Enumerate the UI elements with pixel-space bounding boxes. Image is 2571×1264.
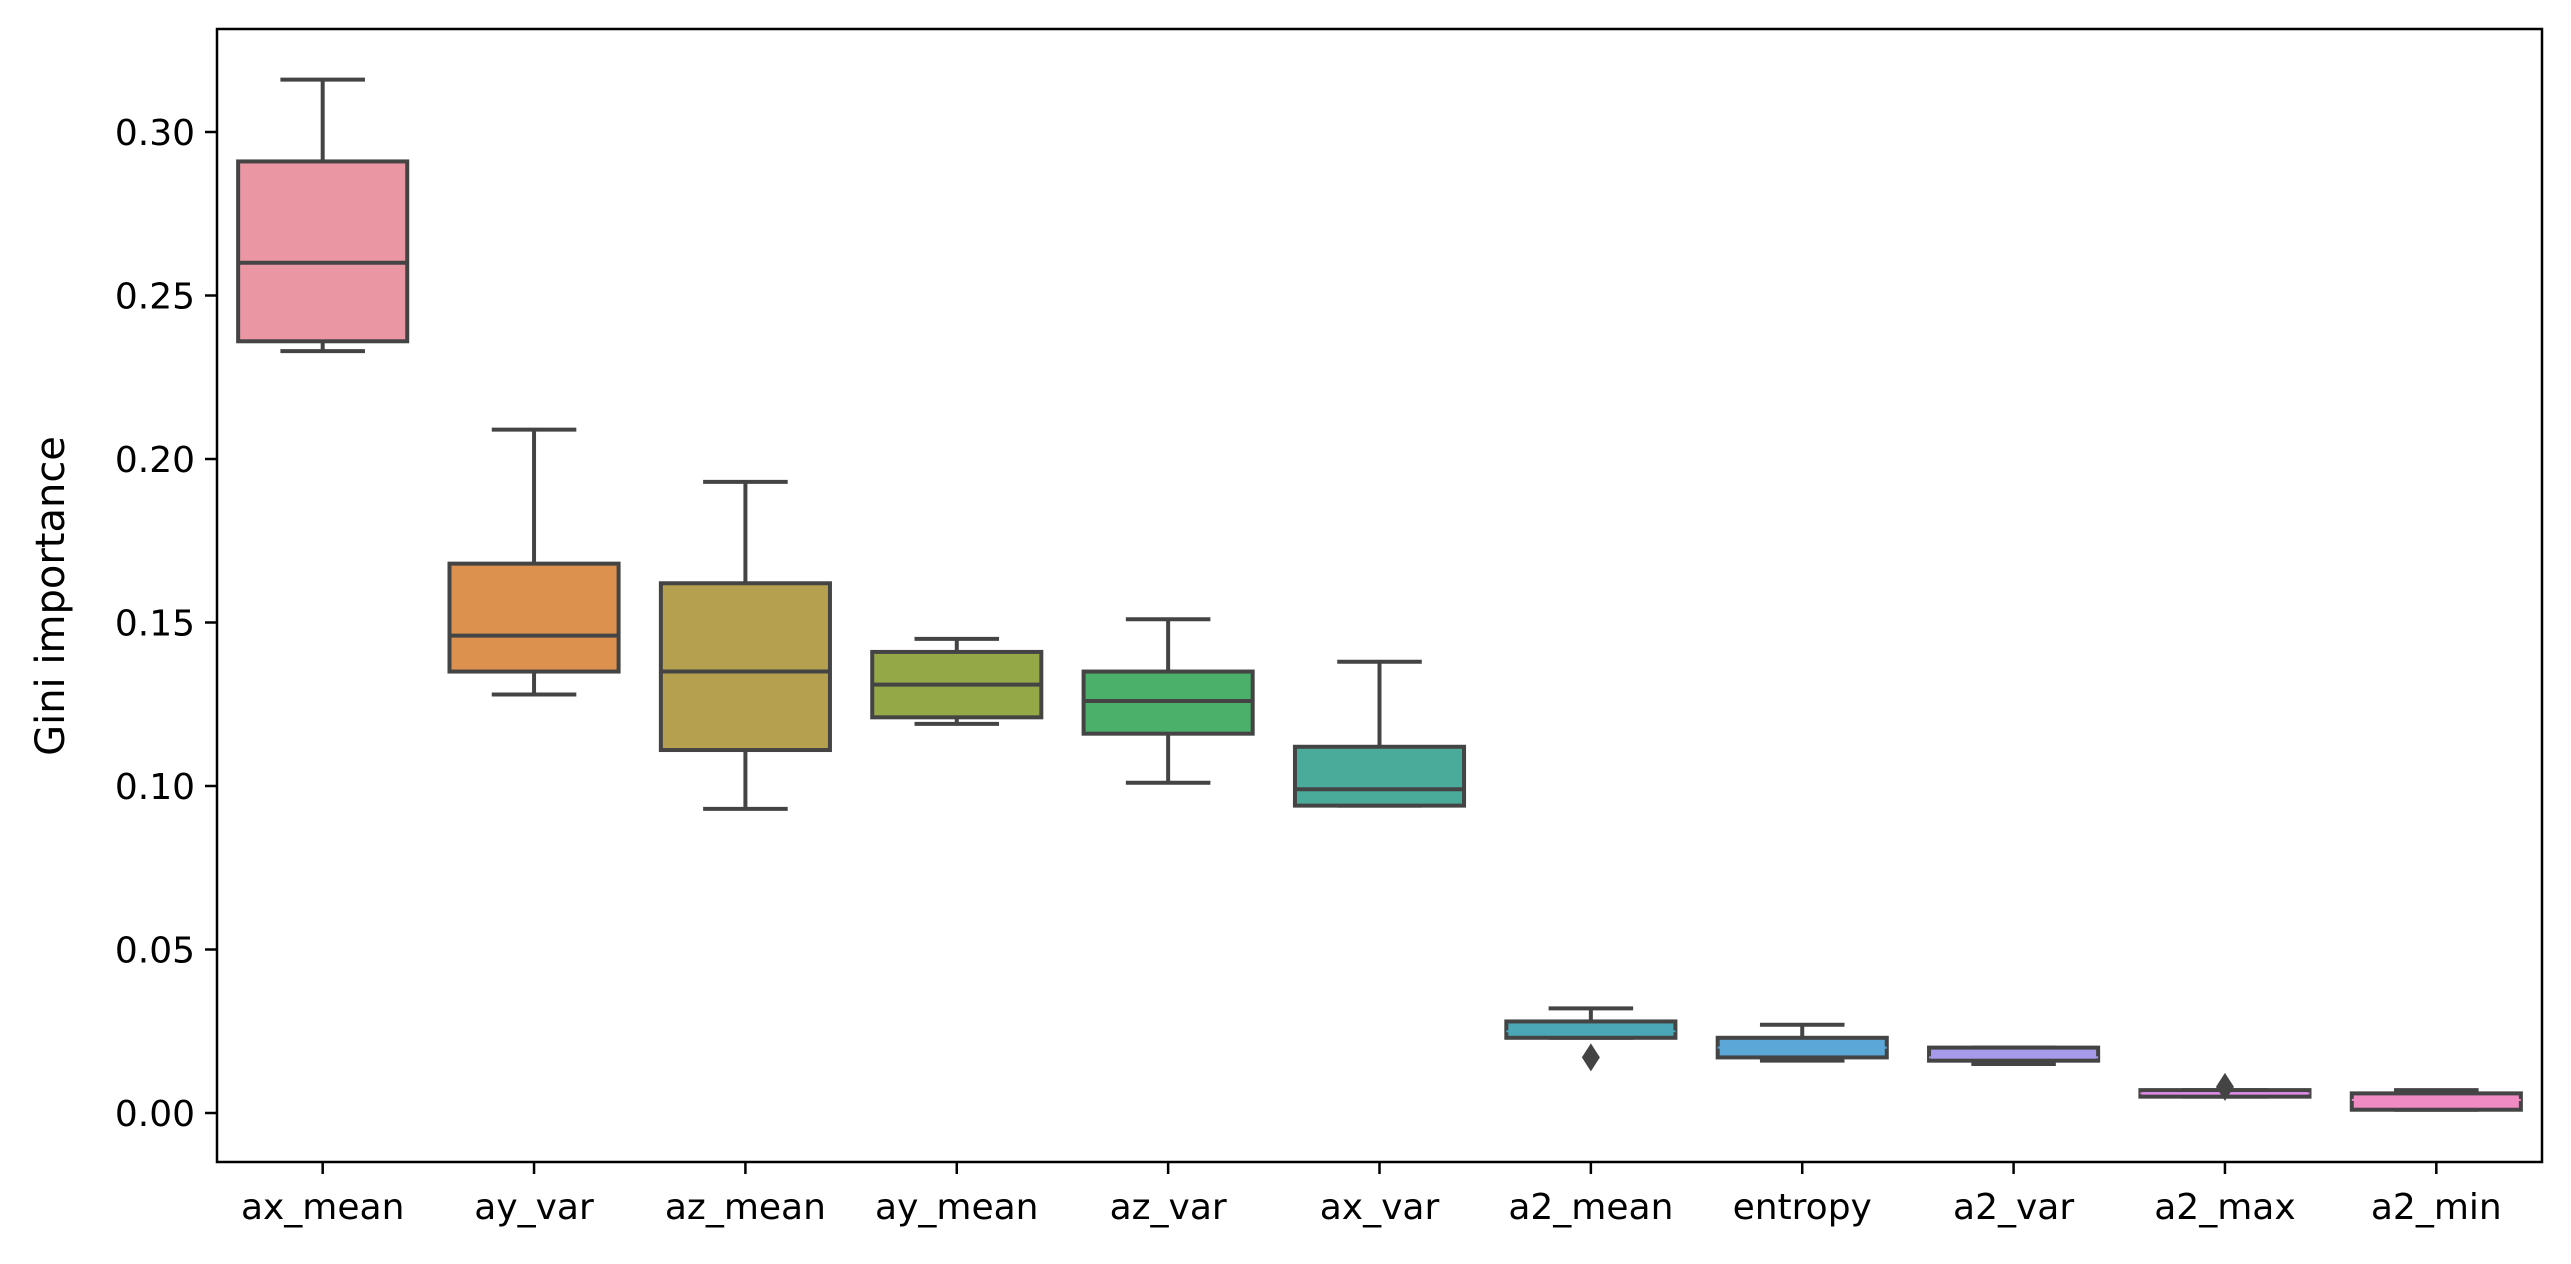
x-tick-label: az_var — [1110, 1187, 1227, 1228]
y-tick-label: 0.00 — [115, 1094, 195, 1135]
y-tick-label: 0.30 — [115, 113, 195, 154]
box-group-entropy — [1715, 1022, 1889, 1063]
box — [447, 561, 621, 674]
x-tick-label: a2_var — [1953, 1187, 2074, 1228]
y-tick-label: 0.25 — [115, 277, 195, 318]
box — [1504, 1019, 1678, 1040]
box — [1927, 1045, 2101, 1063]
x-tick-label: az_mean — [665, 1187, 826, 1228]
plot-marks — [236, 77, 2523, 1112]
y-axis-label: Gini importance — [28, 436, 74, 756]
x-tick-label: a2_max — [2154, 1187, 2295, 1228]
x-tick-label: a2_mean — [1508, 1187, 1673, 1228]
x-tick-label: ax_mean — [241, 1187, 404, 1228]
y-tick-label: 0.10 — [115, 767, 195, 808]
box-group-ay-mean — [870, 636, 1044, 726]
box — [236, 159, 410, 344]
box-group-a2-max — [2138, 1072, 2312, 1101]
x-axis: ax_mean ay_var az_mean ay_mean az_var ax_var a… — [241, 1162, 2502, 1228]
box — [2349, 1091, 2523, 1112]
x-tick-label: a2_min — [2371, 1187, 2502, 1228]
outlier-point — [2215, 1072, 2234, 1101]
x-tick-label: ax_var — [1320, 1187, 1440, 1228]
box-group-ax-var — [1292, 659, 1467, 808]
box-group-ax-mean — [236, 77, 410, 354]
y-axis: 0.00 0.05 0.10 0.15 0.20 0.25 0.30 — [115, 113, 217, 1135]
box-group-ay-var — [447, 427, 621, 697]
box-group-az-mean — [658, 479, 832, 811]
y-tick-label: 0.15 — [115, 604, 195, 645]
x-tick-label: ay_mean — [875, 1187, 1038, 1228]
box-group-a2-var — [1927, 1045, 2101, 1066]
y-tick-label: 0.20 — [115, 440, 195, 481]
box-group-a2-min — [2349, 1088, 2523, 1112]
y-tick-label: 0.05 — [115, 931, 195, 972]
outlier-point — [1581, 1043, 1600, 1072]
x-tick-label: entropy — [1733, 1187, 1872, 1228]
box-group-az-var — [1081, 617, 1255, 785]
x-tick-label: ay_var — [474, 1187, 594, 1228]
box — [1292, 744, 1467, 808]
box-group-a2-mean — [1504, 1006, 1678, 1072]
box — [658, 581, 832, 753]
